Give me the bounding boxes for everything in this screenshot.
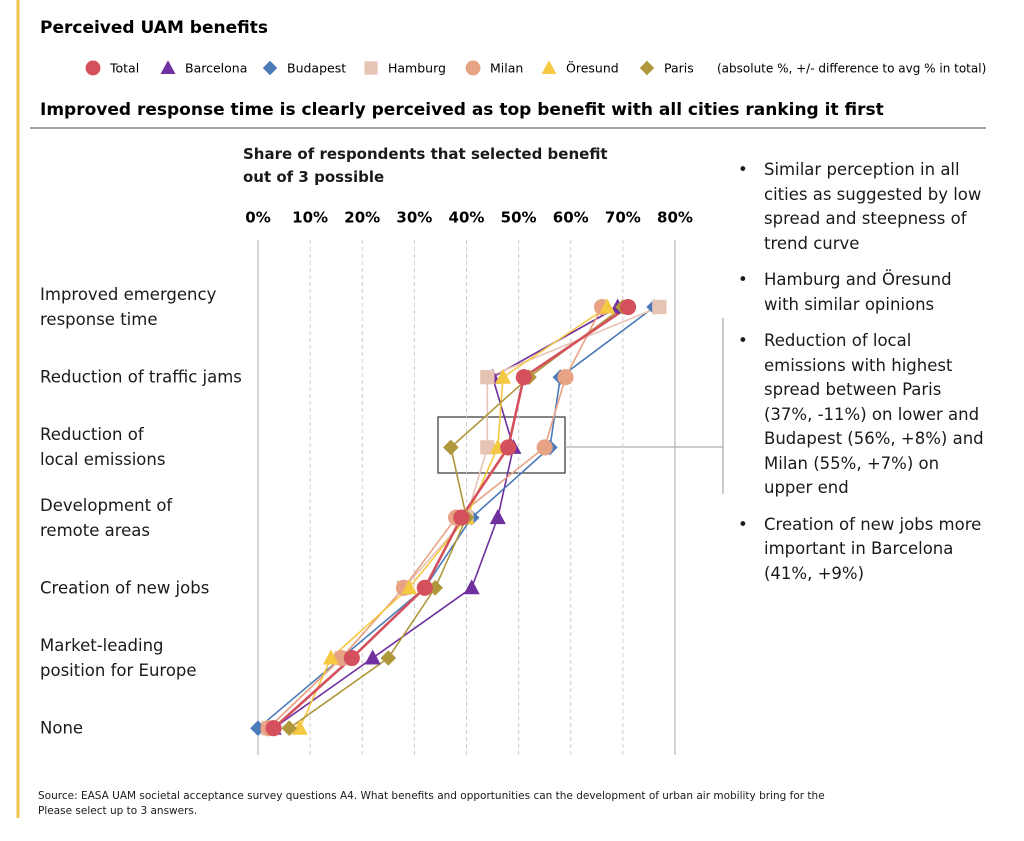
x-tick-label: 20% <box>344 209 380 227</box>
point <box>453 509 470 526</box>
category-label: Improved emergency response time <box>40 285 217 329</box>
point <box>489 509 506 525</box>
point <box>599 298 616 314</box>
point <box>480 440 495 455</box>
point <box>443 439 459 456</box>
point <box>281 720 298 736</box>
point <box>480 370 495 385</box>
x-tick-label: 10% <box>292 209 328 227</box>
point <box>500 439 517 456</box>
highlight-box <box>437 416 566 474</box>
legend-label: Öresund <box>566 60 619 76</box>
legend-marker <box>364 61 378 75</box>
x-tick-label: 30% <box>396 209 432 227</box>
x-tick-label: 60% <box>553 209 589 227</box>
note-item: Similar perception in all cities as sugg… <box>738 158 988 256</box>
legend-label: Paris <box>664 61 694 76</box>
point <box>515 369 532 386</box>
legend-marker <box>639 60 655 76</box>
point <box>620 298 637 316</box>
point <box>536 439 553 456</box>
chart-title: Perceived UAM benefits <box>40 18 268 38</box>
point <box>364 649 381 665</box>
category-label: Market-leading position for Europe <box>40 636 197 680</box>
point <box>416 579 433 596</box>
x-tick-label: 0% <box>245 209 270 227</box>
legend-marker <box>262 60 278 76</box>
point <box>652 299 667 315</box>
x-tick-label: 50% <box>501 209 537 227</box>
source: Source: EASA UAM societal acceptance sur… <box>38 790 825 817</box>
legend-label: Milan <box>490 61 523 76</box>
legend-marker <box>85 60 101 76</box>
category-label: Reduction of local emissions <box>40 425 166 470</box>
category-label: Reduction of traffic jams <box>40 367 242 387</box>
legend-note: (absolute %, +/- difference to avg % in … <box>717 62 986 76</box>
note-item: Creation of new jobs more important in B… <box>738 513 988 587</box>
subtitle: Improved response time is clearly percei… <box>40 100 884 120</box>
notes: Similar perception in all cities as sugg… <box>738 158 988 598</box>
legend-marker <box>541 60 557 74</box>
legend-label: Budapest <box>287 61 346 76</box>
note-item: Reduction of local emissions with highes… <box>738 329 988 501</box>
legend-label: Barcelona <box>185 61 247 76</box>
legend-marker <box>465 60 481 76</box>
note-item: Hamburg and Öresund with similar opinion… <box>738 268 988 317</box>
point <box>322 649 340 665</box>
category-label: Creation of new jobs <box>40 578 210 598</box>
x-tick-label: 80% <box>657 209 693 227</box>
category-label: None <box>40 718 84 738</box>
point <box>291 719 308 735</box>
point <box>494 368 512 384</box>
series-line <box>267 306 603 729</box>
x-tick-label: 70% <box>605 209 641 227</box>
legend-label: Hamburg <box>388 61 446 76</box>
point <box>380 650 397 666</box>
category-label: Development of remote areas <box>40 495 173 540</box>
point <box>343 649 360 667</box>
legend-label: Total <box>109 61 139 76</box>
legend-marker <box>160 60 176 74</box>
x-axis-title: Share of respondents that selected benef… <box>243 145 608 186</box>
point <box>557 369 574 386</box>
point <box>265 720 282 737</box>
x-tick-label: 40% <box>449 209 485 227</box>
point <box>401 579 418 595</box>
point <box>463 579 480 595</box>
